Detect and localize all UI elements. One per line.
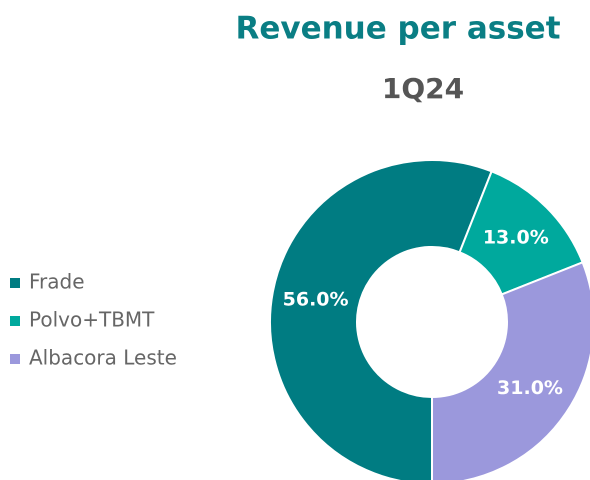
chart-subtitle: 1Q24 (382, 72, 464, 105)
data-label: 13.0% (483, 227, 549, 249)
legend-swatch (10, 278, 20, 288)
legend-label: Frade (29, 270, 85, 294)
donut-slice (269, 159, 493, 480)
legend-label: Polvo+TBMT (29, 308, 155, 332)
legend-swatch (10, 316, 20, 326)
chart-title: Revenue per asset (235, 11, 560, 47)
donut-slice (431, 261, 590, 480)
legend-swatch (10, 354, 20, 364)
data-label: 31.0% (497, 377, 563, 399)
legend-label: Albacora Leste (29, 346, 177, 370)
data-label: 56.0% (283, 288, 349, 310)
